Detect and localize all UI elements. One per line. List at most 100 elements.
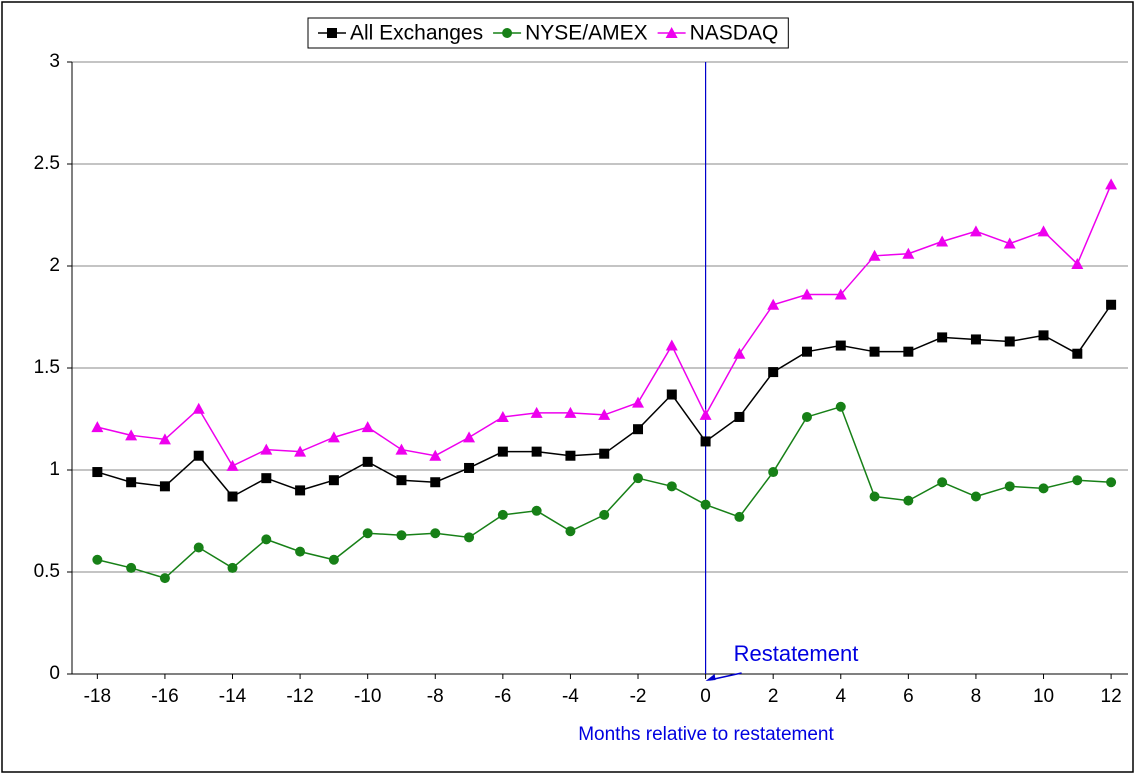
marker xyxy=(937,477,948,488)
marker xyxy=(1038,330,1049,341)
legend-marker xyxy=(327,28,337,38)
marker xyxy=(564,406,577,418)
marker xyxy=(1105,178,1118,190)
legend-label: NASDAQ xyxy=(690,22,779,45)
marker xyxy=(565,526,576,537)
marker xyxy=(395,443,408,455)
marker xyxy=(699,408,712,420)
x-tick-label: -6 xyxy=(494,686,511,707)
x-tick-label: 4 xyxy=(835,686,846,707)
marker xyxy=(531,505,542,516)
marker xyxy=(261,473,272,484)
y-tick-label: 1.5 xyxy=(34,357,60,378)
marker xyxy=(1004,481,1015,492)
marker xyxy=(733,347,746,359)
marker xyxy=(903,495,914,506)
marker xyxy=(430,477,441,488)
marker xyxy=(969,225,982,237)
marker xyxy=(126,477,137,488)
marker xyxy=(700,499,711,510)
marker xyxy=(970,491,981,502)
marker xyxy=(936,235,949,247)
marker xyxy=(903,346,914,357)
x-tick-label: -10 xyxy=(354,686,381,707)
annotation-arrowhead xyxy=(705,674,716,681)
marker xyxy=(295,485,306,496)
marker xyxy=(937,332,948,343)
marker xyxy=(294,445,307,457)
marker xyxy=(362,528,373,539)
marker xyxy=(159,481,170,492)
marker xyxy=(1072,475,1083,486)
marker xyxy=(126,562,137,573)
marker xyxy=(227,491,238,502)
x-tick-label: 8 xyxy=(971,686,982,707)
y-tick-label: 3 xyxy=(49,51,60,72)
marker xyxy=(361,421,374,433)
marker xyxy=(868,249,881,261)
marker xyxy=(260,443,273,455)
marker xyxy=(565,450,576,461)
y-tick-label: 2 xyxy=(49,255,60,276)
legend-label: All Exchanges xyxy=(350,22,483,45)
marker xyxy=(599,448,610,459)
x-tick-label: -14 xyxy=(219,686,247,707)
marker xyxy=(464,462,475,473)
marker xyxy=(396,530,407,541)
x-tick-label: 10 xyxy=(1033,686,1054,707)
marker xyxy=(1072,348,1083,359)
marker xyxy=(463,431,476,443)
marker xyxy=(902,247,915,259)
legend-marker xyxy=(665,27,678,38)
y-tick-label: 2.5 xyxy=(34,153,60,174)
marker xyxy=(328,475,339,486)
marker xyxy=(632,396,645,408)
marker xyxy=(1038,483,1049,494)
marker xyxy=(497,509,508,520)
marker xyxy=(295,546,306,557)
y-tick-label: 0 xyxy=(49,663,60,684)
marker xyxy=(598,408,611,420)
marker xyxy=(91,421,104,433)
marker xyxy=(328,554,339,565)
marker xyxy=(429,449,442,461)
marker xyxy=(226,459,239,471)
x-tick-label: 12 xyxy=(1101,686,1122,707)
marker xyxy=(665,339,678,351)
marker xyxy=(159,573,170,584)
marker xyxy=(835,401,846,412)
marker xyxy=(768,467,779,478)
marker xyxy=(1003,237,1016,249)
y-tick-label: 0.5 xyxy=(34,561,60,582)
marker xyxy=(193,450,204,461)
y-tick-label: 1 xyxy=(49,459,60,480)
marker xyxy=(666,389,677,400)
marker xyxy=(599,509,610,520)
marker xyxy=(1106,477,1117,488)
marker xyxy=(801,411,812,422)
legend: All Exchanges NYSE/AMEX NASDAQ xyxy=(307,17,789,49)
x-tick-label: -8 xyxy=(427,686,444,707)
marker xyxy=(430,528,441,539)
marker xyxy=(633,424,644,435)
annotation: Restatement xyxy=(734,641,859,666)
marker xyxy=(1071,257,1084,269)
legend-label: NYSE/AMEX xyxy=(525,22,648,45)
x-tick-label: -2 xyxy=(630,686,647,707)
marker xyxy=(531,446,542,457)
marker xyxy=(497,446,508,457)
marker xyxy=(396,475,407,486)
marker xyxy=(530,406,543,418)
marker xyxy=(734,511,745,522)
marker xyxy=(327,431,340,443)
marker xyxy=(835,340,846,351)
legend-marker xyxy=(502,28,513,38)
marker xyxy=(801,346,812,357)
marker xyxy=(158,433,171,445)
marker xyxy=(970,334,981,345)
marker xyxy=(92,554,103,565)
marker xyxy=(633,473,644,484)
marker xyxy=(1106,299,1117,310)
